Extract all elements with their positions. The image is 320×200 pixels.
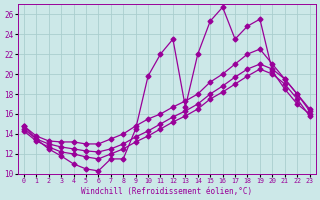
X-axis label: Windchill (Refroidissement éolien,°C): Windchill (Refroidissement éolien,°C) [81,187,252,196]
